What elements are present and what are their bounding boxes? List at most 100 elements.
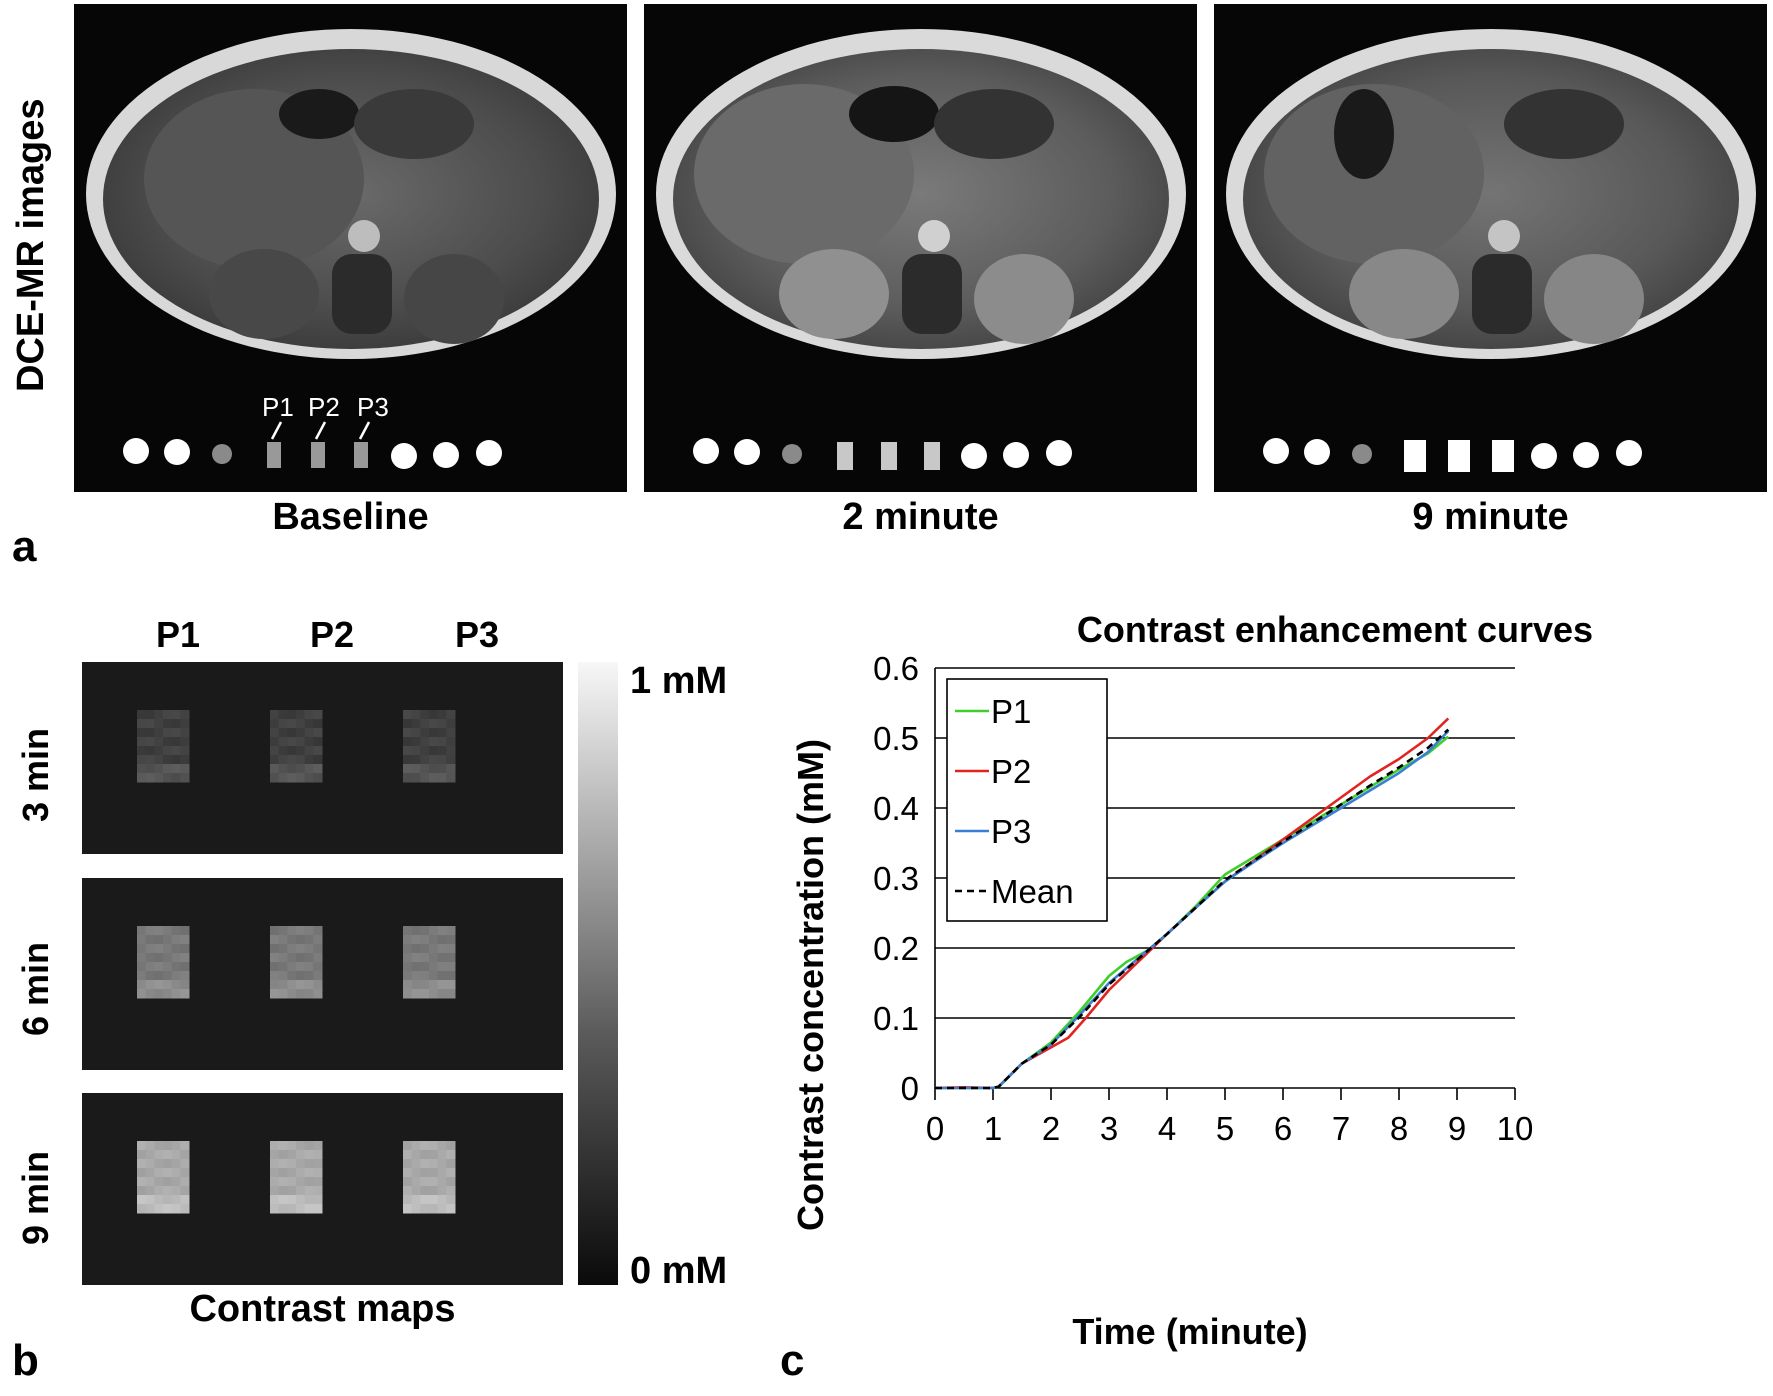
contrast-map-cell	[403, 944, 413, 954]
contrast-map-cell	[154, 953, 164, 963]
x-tick-label: 1	[984, 1110, 1002, 1147]
column-label-p1: P1	[156, 614, 201, 655]
contrast-map-cell	[304, 926, 314, 936]
contrast-map-cell	[137, 1141, 147, 1151]
contrast-map-cell	[304, 935, 314, 945]
contrast-map-cell	[411, 1150, 421, 1160]
contrast-map-cell	[270, 1141, 280, 1151]
contrast-map-cell	[180, 980, 190, 990]
contrast-map-cell	[420, 1168, 430, 1178]
contrast-map-cell	[171, 746, 181, 756]
contrast-map-cell	[429, 746, 439, 756]
contrast-map-cell	[145, 737, 155, 747]
contrast-map-cell	[420, 971, 430, 981]
contrast-map-cell	[420, 935, 430, 945]
contrast-map-cell	[287, 980, 297, 990]
contrast-map-cell	[171, 1141, 181, 1151]
contrast-map-cell	[437, 728, 447, 738]
contrast-map-cell	[270, 926, 280, 936]
contrast-map-cell	[446, 728, 456, 738]
panel-letter-c: c	[780, 1336, 805, 1385]
contrast-map-cell	[137, 710, 147, 720]
contrast-enhancement-chart: Contrast enhancement curves Contrast con…	[790, 609, 1593, 1352]
contrast-map-cell	[137, 773, 147, 783]
contrast-map-cell	[446, 746, 456, 756]
contrast-map-cell	[429, 953, 439, 963]
contrast-map-cell	[180, 971, 190, 981]
contrast-map-cell	[145, 1177, 155, 1187]
contrast-map-cell	[154, 1141, 164, 1151]
contrast-map-cell	[163, 926, 173, 936]
contrast-map-cell	[313, 755, 323, 765]
contrast-map-cell	[304, 1141, 314, 1151]
contrast-map-cell	[137, 1159, 147, 1169]
contrast-map-cell	[287, 1177, 297, 1187]
contrast-map-cell	[137, 728, 147, 738]
contrast-map-cell	[287, 971, 297, 981]
contrast-map-cell	[154, 971, 164, 981]
contrast-map-cell	[437, 1177, 447, 1187]
contrast-map-cell	[420, 746, 430, 756]
contrast-map-cell	[411, 737, 421, 747]
contrast-map-cell	[287, 764, 297, 774]
panel-letter-a: a	[12, 522, 37, 571]
contrast-map-cell	[403, 746, 413, 756]
contrast-map-cell	[171, 1168, 181, 1178]
contrast-map-cell	[154, 1186, 164, 1196]
colorbar	[578, 662, 618, 1285]
legend-box	[946, 678, 1108, 922]
contrast-map-cell	[278, 746, 288, 756]
contrast-map-cell	[411, 935, 421, 945]
contrast-map-cell	[180, 755, 190, 765]
contrast-map-cell	[137, 962, 147, 972]
contrast-map-cell	[278, 710, 288, 720]
contrast-map-cell	[437, 755, 447, 765]
contrast-map-cell	[145, 764, 155, 774]
contrast-map-cell	[154, 1204, 164, 1214]
contrast-map-cell	[154, 926, 164, 936]
y-axis-label: Contrast concentration (mM)	[790, 739, 831, 1231]
contrast-map-cell	[163, 737, 173, 747]
contrast-map-cell	[278, 737, 288, 747]
contrast-map-cell	[411, 971, 421, 981]
contrast-map-cell	[296, 1159, 306, 1169]
contrast-map-cell	[420, 1150, 430, 1160]
contrast-map-cell	[163, 1186, 173, 1196]
contrast-map-cell	[171, 719, 181, 729]
contrast-map-cell	[420, 1177, 430, 1187]
contrast-map-cell	[446, 1186, 456, 1196]
contrast-map-cell	[180, 953, 190, 963]
contrast-map-cell	[420, 773, 430, 783]
column-label-p3: P3	[455, 614, 500, 655]
contrast-map-cell	[180, 1204, 190, 1214]
contrast-map-cell	[437, 989, 447, 999]
caption-contrast-maps: Contrast maps	[189, 1288, 456, 1330]
contrast-map-cell	[304, 719, 314, 729]
contrast-map-cell	[145, 926, 155, 936]
dce-mr-images-label: DCE-MR images	[10, 98, 52, 393]
contrast-map-cell	[163, 1159, 173, 1169]
contrast-map-cell	[180, 737, 190, 747]
contrast-map-cell	[296, 728, 306, 738]
contrast-map-cell	[446, 1177, 456, 1187]
contrast-map-cell	[429, 989, 439, 999]
contrast-map-cell	[313, 773, 323, 783]
contrast-map-cell	[304, 1150, 314, 1160]
x-tick-label: 8	[1390, 1110, 1408, 1147]
contrast-map-cell	[137, 1177, 147, 1187]
contrast-map-cell	[313, 710, 323, 720]
contrast-map-cell	[163, 755, 173, 765]
contrast-map-cell	[446, 710, 456, 720]
contrast-map-cell	[304, 710, 314, 720]
contrast-map-cell	[304, 953, 314, 963]
y-tick-label: 0.3	[873, 860, 919, 897]
row-label-9-min: 9 min	[15, 1150, 56, 1245]
contrast-map-cell	[411, 953, 421, 963]
contrast-map-cell	[270, 1204, 280, 1214]
contrast-map-cell	[171, 737, 181, 747]
contrast-map-cell	[411, 728, 421, 738]
caption-9-minute: 9 minute	[1412, 496, 1569, 538]
contrast-map-cell	[145, 980, 155, 990]
contrast-map-cell	[145, 710, 155, 720]
contrast-map-cell	[313, 746, 323, 756]
